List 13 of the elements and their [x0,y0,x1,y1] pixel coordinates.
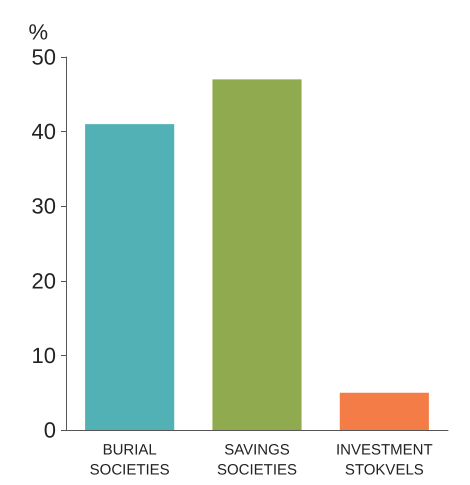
bar [85,124,174,430]
y-tick-label: 30 [32,194,56,219]
x-tick-label: SAVINGS SOCIETIES [216,442,298,478]
y-tick-label: 40 [32,119,56,144]
bar [340,392,429,430]
y-tick-label: 20 [32,268,56,294]
y-tick-label: 50 [32,44,56,70]
y-tick-label: 10 [32,342,56,368]
y-axis-title: % [28,20,48,44]
x-tick-label: BURIAL SOCIETIES [90,442,170,478]
y-tick-label: 0 [44,418,56,442]
x-tick-label: INVESTMENT STOKVELS [336,442,433,478]
bar [212,79,302,430]
